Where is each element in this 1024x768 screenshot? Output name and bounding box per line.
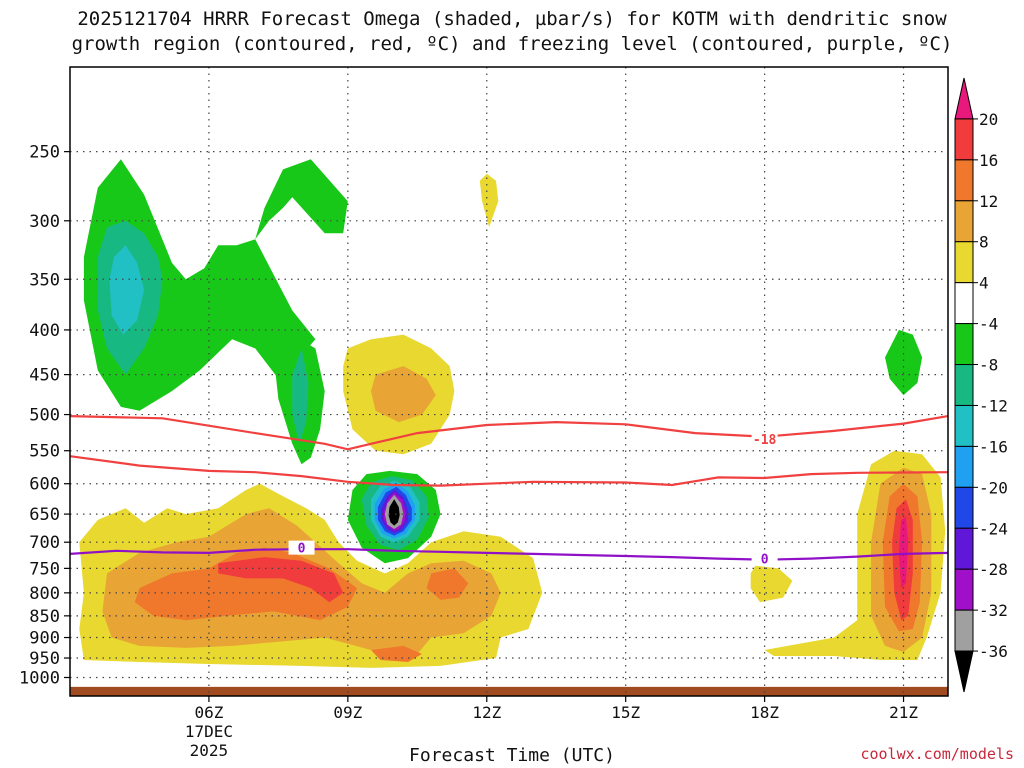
contour-freezing_level: [69, 548, 949, 561]
colorbar-label-10: -24: [979, 519, 1008, 538]
x-tick-label-15Z: 15Z: [611, 703, 640, 722]
colorbar-segment-11: [954, 527, 974, 570]
shade-right-green-21z: [885, 329, 923, 396]
y-tick-label-400: 400: [29, 321, 60, 341]
shade-lower-magenta-21z: [898, 517, 909, 589]
colorbar-segment-5: [954, 282, 974, 325]
contour-dendritic_top: [69, 415, 949, 451]
ground-layer: [70, 686, 948, 696]
y-tick-label-700: 700: [29, 533, 60, 553]
colorbar-segment-9: [954, 445, 974, 488]
colorbar-segment-3: [954, 200, 974, 243]
y-tick-label-500: 500: [29, 406, 60, 426]
colorbar-label-4: 4: [979, 274, 989, 293]
contour-label-freezing_level-0: 0: [298, 542, 306, 557]
colorbar-label-2: 12: [979, 192, 998, 211]
shade-lower-orange-mid: [426, 568, 469, 600]
shade-upper-yellow-12z: [479, 173, 499, 228]
y-tick-label-900: 900: [29, 629, 60, 649]
x-tick-label-09Z: 09Z: [333, 703, 362, 722]
colorbar-label-7: -12: [979, 396, 1008, 415]
y-tick-label-450: 450: [29, 366, 60, 386]
colorbar-label-1: 16: [979, 151, 998, 170]
colorbar-segment-1: [954, 118, 974, 161]
credit-link[interactable]: coolwx.com/models: [860, 745, 1014, 763]
colorbar: 20 16 12 8 4 -4 -8 -12 -16 -20 -24 -28 -32 -36: [954, 77, 1008, 693]
colorbar-segment-6: [954, 323, 974, 366]
y-tick-label-850: 850: [29, 607, 60, 627]
shade-upper-cyan-left: [109, 245, 145, 335]
x-axis-label: Forecast Time (UTC): [409, 745, 615, 766]
x-tick-label-21Z: 21Z: [889, 703, 918, 722]
shade-mid-teal-column: [292, 348, 309, 444]
colorbar-label-9: -20: [979, 478, 1008, 497]
y-tick-label-800: 800: [29, 584, 60, 604]
y-tick-label-300: 300: [29, 212, 60, 232]
contour-label-bg-freezing_level-0: [288, 540, 315, 555]
y-tick-label-600: 600: [29, 475, 60, 495]
chart-title-line-1: 2025121704 HRRR Forecast Omega (shaded, …: [77, 8, 947, 30]
colorbar-label-11: -28: [979, 560, 1008, 579]
colorbar-segment-10: [954, 486, 974, 529]
contour-label-freezing_level-1: 0: [761, 553, 769, 568]
contour-label-dendritic_top-0: -18: [753, 433, 777, 448]
contour-label-bg-dendritic_top-0: [751, 432, 778, 447]
colorbar-label-5: -4: [979, 315, 998, 334]
colorbar-label-13: -36: [979, 642, 1008, 661]
contour-label-bg-freezing_level-1: [751, 551, 778, 566]
colorbar-segment-4: [954, 241, 974, 284]
colorbar-label-12: -32: [979, 601, 1008, 620]
colorbar-segment-13: [954, 609, 974, 652]
ground-rect: [70, 686, 948, 696]
colorbar-label-8: -16: [979, 437, 1008, 456]
colorbar-label-0: 20: [979, 110, 998, 129]
colorbar-label-6: -8: [979, 356, 998, 375]
x-date-label-0: 17DEC: [185, 722, 233, 741]
x-date-label-1: 2025: [190, 741, 229, 760]
x-tick-label-06Z: 06Z: [194, 703, 223, 722]
y-tick-label-350: 350: [29, 270, 60, 290]
contour-dendritic_bottom: [69, 455, 949, 487]
y-tick-label-250: 250: [29, 143, 60, 163]
y-tick-label-550: 550: [29, 442, 60, 462]
y-tick-label-950: 950: [29, 649, 60, 669]
y-tick-label-1000: 1000: [19, 668, 60, 688]
x-tick-label-12Z: 12Z: [472, 703, 501, 722]
contour-lines: -18 0 0: [69, 415, 949, 568]
colorbar-segment-12: [954, 568, 974, 611]
colorbar-segment-8: [954, 404, 974, 447]
y-tick-label-650: 650: [29, 505, 60, 525]
shaded-regions: [79, 159, 946, 668]
colorbar-segment-14: [954, 650, 974, 693]
y-tick-label-750: 750: [29, 559, 60, 579]
colorbar-segment-7: [954, 364, 974, 406]
x-tick-label-18Z: 18Z: [750, 703, 779, 722]
chart-title-line-2: growth region (contoured, red, ºC) and f…: [71, 33, 953, 55]
plot-frame: [69, 66, 949, 697]
grid-lines: [70, 67, 948, 696]
axes: 2503003504004505005506006507007508008509…: [19, 66, 949, 760]
colorbar-segment-2: [954, 159, 974, 202]
shade-mid-gold-10z: [371, 366, 436, 423]
shade-center-black-10z: [388, 499, 400, 526]
shade-lower-yellow-18z: [750, 565, 793, 603]
colorbar-label-3: 8: [979, 233, 989, 252]
colorbar-segment-0: [954, 77, 974, 120]
